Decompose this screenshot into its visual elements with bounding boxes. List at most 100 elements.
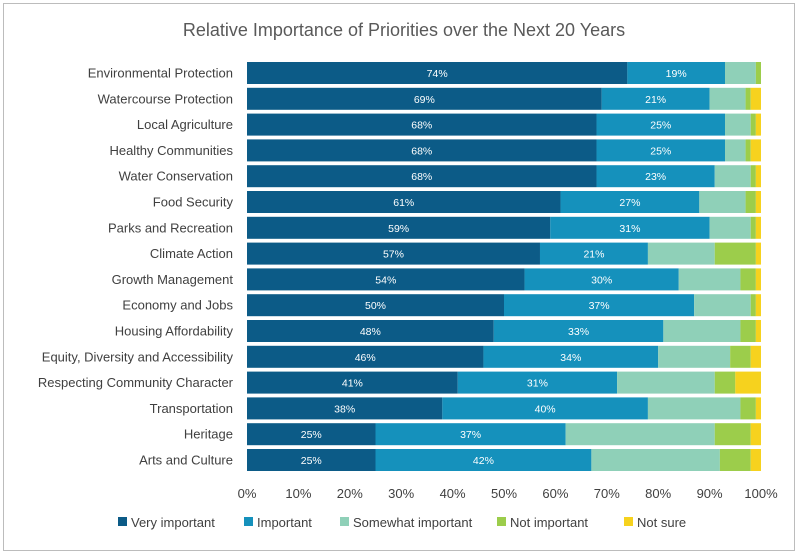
bar-segment-very-important xyxy=(247,320,494,342)
chart-frame: Relative Importance of Priorities over t… xyxy=(3,3,795,551)
data-label: 54% xyxy=(375,274,396,286)
bar-segment-somewhat-important xyxy=(647,242,715,265)
bar-segment-not-important xyxy=(719,449,751,471)
bar-segment-not-sure xyxy=(750,449,761,471)
bar-segment-not-sure xyxy=(755,165,761,188)
bar-segment-not-sure xyxy=(750,139,761,162)
bar-segment-not-important xyxy=(745,139,751,162)
bar-segment-not-important xyxy=(740,320,756,342)
bar-segment-important xyxy=(375,449,592,471)
bar-segment-very-important xyxy=(247,449,376,471)
data-label: 41% xyxy=(342,378,363,390)
data-label: 19% xyxy=(666,68,687,80)
category-label: Water Conservation xyxy=(119,169,233,184)
data-label: 25% xyxy=(650,145,671,157)
bar-segment-somewhat-important xyxy=(699,191,746,213)
bar-segment-very-important xyxy=(247,165,597,188)
bar-segment-not-important xyxy=(750,294,756,317)
bar-segment-somewhat-important xyxy=(617,371,715,394)
data-label: 25% xyxy=(301,455,322,467)
bars-group: 74% 19% 69% 21% 68% 25% 68% 25% 68% 23% 61% 27% 59% 3… xyxy=(247,62,761,471)
bar-segment-important xyxy=(596,139,726,162)
legend-swatch xyxy=(244,517,253,526)
bar-segment-very-important xyxy=(247,242,540,265)
bar-segment-not-sure xyxy=(750,87,761,110)
chart-canvas: Relative Importance of Priorities over t… xyxy=(38,20,778,530)
bar-segment-not-important xyxy=(714,242,756,265)
bar-segment-very-important xyxy=(247,397,443,420)
bar-segment-not-sure xyxy=(750,345,761,368)
bar-segment-somewhat-important xyxy=(709,216,751,239)
legend-label: Not important xyxy=(510,515,588,530)
bar-segment-important xyxy=(493,320,664,342)
data-label: 21% xyxy=(645,94,666,106)
legend-label: Somewhat important xyxy=(353,515,473,530)
legend-label: Not sure xyxy=(637,515,686,530)
bar-segment-somewhat-important xyxy=(725,139,746,162)
data-label: 38% xyxy=(334,403,355,415)
x-tick-label: 30% xyxy=(388,486,414,501)
category-label: Watercourse Protection xyxy=(98,91,233,106)
bar-segment-important xyxy=(627,62,726,84)
legend-swatch xyxy=(340,517,349,526)
category-label: Economy and Jobs xyxy=(122,298,233,313)
data-label: 46% xyxy=(355,352,376,364)
bar-segment-not-sure xyxy=(755,320,761,342)
bar-segment-very-important xyxy=(247,423,376,446)
bar-segment-very-important xyxy=(247,268,525,291)
x-tick-label: 80% xyxy=(645,486,671,501)
bar-segment-not-sure xyxy=(755,294,761,317)
bar-segment-somewhat-important xyxy=(663,320,741,342)
bar-segment-important xyxy=(596,165,715,188)
bar-segment-not-important xyxy=(740,397,756,420)
category-label: Equity, Diversity and Accessibility xyxy=(42,349,234,364)
bar-segment-not-sure xyxy=(755,191,761,213)
bar-segment-somewhat-important xyxy=(678,268,741,291)
bar-segment-somewhat-important xyxy=(725,62,756,84)
bar-segment-somewhat-important xyxy=(658,345,731,368)
legend: Very important Important Somewhat importan… xyxy=(118,515,686,530)
data-label: 37% xyxy=(460,429,481,441)
chart-title: Relative Importance of Priorities over t… xyxy=(183,20,625,40)
data-label: 40% xyxy=(535,403,556,415)
data-label: 27% xyxy=(619,197,640,209)
data-label: 30% xyxy=(591,274,612,286)
bar-segment-important xyxy=(457,371,618,394)
data-label: 31% xyxy=(527,378,548,390)
bar-segment-not-important xyxy=(714,423,751,446)
x-tick-label: 50% xyxy=(491,486,517,501)
category-label: Respecting Community Character xyxy=(38,375,234,390)
category-label: Transportation xyxy=(150,401,233,416)
data-label: 68% xyxy=(411,171,432,183)
bar-segment-important xyxy=(375,423,566,446)
x-tick-label: 20% xyxy=(337,486,363,501)
bar-segment-somewhat-important xyxy=(647,397,741,420)
x-tick-label: 60% xyxy=(542,486,568,501)
category-label: Climate Action xyxy=(150,246,233,261)
bar-segment-not-important xyxy=(730,345,751,368)
category-label: Arts and Culture xyxy=(139,453,233,468)
legend-label: Very important xyxy=(131,515,215,530)
bar-segment-very-important xyxy=(247,345,484,368)
bar-segment-not-important xyxy=(745,87,751,110)
bar-segment-not-important xyxy=(745,191,756,213)
x-tick-label: 40% xyxy=(440,486,466,501)
bar-segment-important xyxy=(560,191,700,213)
bar-segment-important xyxy=(539,242,648,265)
data-label: 59% xyxy=(388,223,409,235)
bar-segment-very-important xyxy=(247,87,602,110)
category-label: Heritage xyxy=(184,427,233,442)
legend-swatch xyxy=(497,517,506,526)
bar-segment-important xyxy=(524,268,679,291)
bar-segment-somewhat-important xyxy=(725,113,751,136)
bar-segment-not-sure xyxy=(755,397,761,420)
category-label: Environmental Protection xyxy=(88,66,233,81)
bar-segment-not-sure xyxy=(755,216,761,239)
data-label: 33% xyxy=(568,326,589,338)
data-label: 37% xyxy=(589,300,610,312)
bar-segment-important xyxy=(550,216,710,239)
bar-segment-important xyxy=(504,294,695,317)
bar-segment-not-important xyxy=(750,113,756,136)
data-label: 68% xyxy=(411,120,432,132)
bar-segment-not-sure xyxy=(750,423,761,446)
